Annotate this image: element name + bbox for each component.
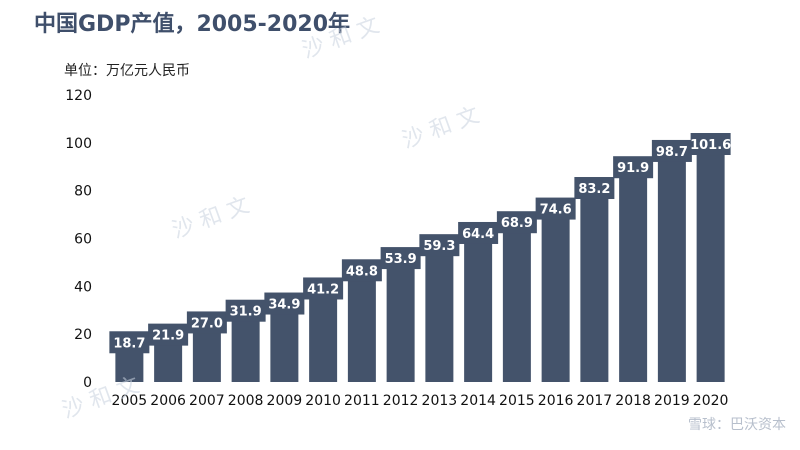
data-label-box bbox=[186, 311, 227, 334]
data-label: 53.9 bbox=[385, 252, 417, 267]
data-label: 101.6 bbox=[690, 138, 731, 153]
x-tick-label: 2010 bbox=[305, 393, 341, 409]
data-label: 98.7 bbox=[656, 145, 688, 160]
data-label-box bbox=[264, 292, 305, 315]
data-label: 83.2 bbox=[578, 182, 610, 197]
x-tick-label: 2008 bbox=[228, 393, 264, 409]
bar bbox=[464, 227, 493, 382]
y-tick-label: 60 bbox=[74, 232, 92, 248]
x-tick-label: 2011 bbox=[344, 393, 380, 409]
data-label: 18.7 bbox=[113, 336, 145, 351]
y-tick-label: 100 bbox=[65, 136, 92, 152]
bar bbox=[657, 145, 686, 382]
bar bbox=[619, 162, 648, 382]
chart-title: 中国GDP产值，2005-2020年 bbox=[34, 12, 351, 37]
bar bbox=[309, 283, 338, 382]
data-label-box bbox=[690, 133, 731, 156]
data-label-box bbox=[458, 221, 499, 244]
data-label-box bbox=[109, 331, 150, 354]
x-tick-label: 2019 bbox=[654, 393, 690, 409]
y-tick-label: 40 bbox=[74, 279, 92, 295]
data-label: 91.9 bbox=[617, 161, 649, 176]
data-label: 64.4 bbox=[462, 227, 494, 242]
bar bbox=[502, 217, 531, 382]
x-tick-label: 2009 bbox=[267, 393, 303, 409]
data-label-box bbox=[380, 247, 421, 270]
unit-label: 单位：万亿元人民币 bbox=[64, 63, 190, 79]
data-label-box bbox=[613, 156, 654, 179]
x-tick-label: 2005 bbox=[112, 393, 148, 409]
y-tick-label: 80 bbox=[74, 184, 92, 200]
data-label: 74.6 bbox=[540, 203, 572, 218]
data-label-box bbox=[225, 299, 266, 322]
data-label-box bbox=[148, 323, 189, 346]
bar bbox=[386, 253, 415, 382]
source-watermark: 雪球：巴沃资本 bbox=[688, 417, 786, 433]
data-label-box bbox=[419, 234, 460, 257]
data-label: 21.9 bbox=[152, 329, 184, 344]
data-label: 48.8 bbox=[346, 264, 378, 279]
data-label-box bbox=[651, 139, 692, 162]
x-tick-label: 2020 bbox=[693, 393, 729, 409]
data-label-box bbox=[341, 259, 382, 282]
x-tick-label: 2012 bbox=[383, 393, 419, 409]
bar bbox=[541, 203, 570, 382]
data-label: 59.3 bbox=[423, 239, 455, 254]
y-tick-label: 20 bbox=[74, 327, 92, 343]
x-tick-label: 2015 bbox=[499, 393, 535, 409]
x-tick-label: 2006 bbox=[150, 393, 186, 409]
bar bbox=[696, 139, 725, 382]
data-label: 34.9 bbox=[268, 298, 300, 313]
x-tick-label: 2017 bbox=[577, 393, 613, 409]
y-tick-label: 120 bbox=[65, 88, 92, 104]
x-tick-label: 2016 bbox=[538, 393, 574, 409]
x-tick-label: 2018 bbox=[615, 393, 651, 409]
data-label: 27.0 bbox=[191, 316, 223, 331]
data-label-box bbox=[496, 211, 537, 234]
data-label: 41.2 bbox=[307, 282, 339, 297]
x-tick-label: 2013 bbox=[422, 393, 458, 409]
data-label-box bbox=[303, 277, 344, 300]
bar bbox=[347, 265, 376, 382]
data-label: 31.9 bbox=[230, 305, 262, 320]
bar bbox=[425, 240, 454, 382]
data-label-box bbox=[535, 197, 576, 220]
y-tick-label: 0 bbox=[83, 375, 92, 391]
x-tick-label: 2014 bbox=[460, 393, 496, 409]
bar bbox=[580, 183, 609, 382]
x-tick-label: 2007 bbox=[189, 393, 225, 409]
data-label-box bbox=[574, 177, 615, 200]
data-label: 68.9 bbox=[501, 216, 533, 231]
